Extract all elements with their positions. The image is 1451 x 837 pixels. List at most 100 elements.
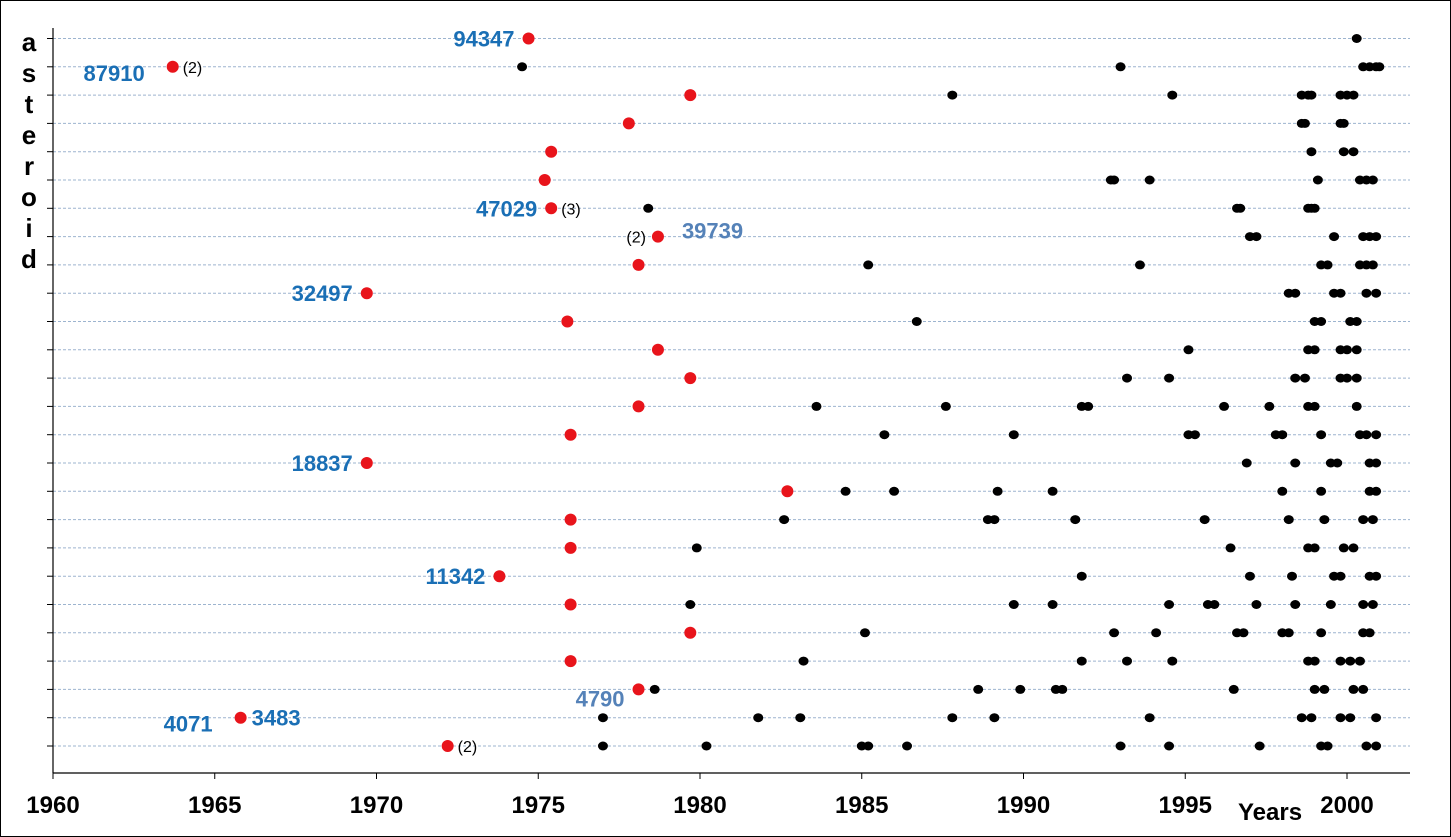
first-observation-point [622,117,635,130]
later-observation-point [1322,260,1333,270]
later-observation-point [1319,684,1330,694]
later-observation-point [1008,600,1019,609]
later-observation-point [1374,62,1385,72]
later-observation-point [1283,628,1294,638]
later-observation-point [795,713,806,723]
first-observation-point [781,485,794,498]
x-tick-label: 1970 [350,792,403,819]
later-observation-point [1047,600,1058,609]
first-observation-point [234,711,247,724]
later-observation-point [1251,600,1262,609]
later-observation-point [1342,345,1352,355]
later-observation-point [597,713,608,723]
later-observation-point [1241,458,1252,468]
later-observation-point [1277,486,1288,496]
y-axis-label-letter: o [21,182,37,212]
asteroid-id-label: 87910 [84,61,145,86]
later-observation-point [1047,486,1058,496]
later-observation-point [947,713,958,723]
later-observation-point [1264,401,1275,411]
later-observation-point [1306,713,1317,723]
later-observation-point [1015,684,1026,694]
later-observation-point [1189,430,1200,440]
later-observation-point [1364,628,1375,638]
later-observation-point [1251,232,1262,242]
later-observation-point [1348,90,1359,100]
later-observation-point [1254,741,1265,751]
later-observation-point [1358,515,1369,525]
asteroid-id-label: 11342 [425,564,485,589]
later-observation-point [649,684,660,694]
later-observation-point [1342,373,1352,383]
later-observation-point [1299,118,1310,128]
later-observation-point [1354,656,1365,666]
later-observation-point [1348,147,1359,157]
later-observation-point [1277,430,1288,440]
later-observation-point [1371,713,1382,723]
first-observation-point [564,598,577,611]
later-observation-point [798,656,809,666]
y-axis-label-letter: a [21,27,37,57]
later-observation-point [1144,713,1155,723]
later-observation-point [1367,260,1378,270]
y-axis-label-letter: r [23,151,35,181]
later-observation-point [1332,458,1343,468]
later-observation-point [902,741,913,751]
later-observation-point [1371,430,1382,440]
later-observation-point [779,515,790,525]
x-tick-label: 1965 [188,792,241,819]
later-observation-point [1167,656,1178,666]
x-tick-label: 1985 [835,792,888,819]
later-observation-point [1167,90,1178,100]
later-observations [517,34,1385,751]
later-observation-point [1325,600,1336,609]
later-observation-point [1083,401,1094,411]
later-observation-point [685,600,696,609]
later-observation-point [1134,260,1145,270]
later-observation-point [1209,600,1220,609]
later-observation-point [1335,656,1346,666]
later-observation-point [1115,62,1126,72]
later-observation-point [1312,175,1323,185]
later-observation-point [1299,373,1310,383]
first-observation-point [632,400,645,413]
later-observation-point [643,203,654,213]
later-observation-point [1164,600,1175,609]
asteroid-id-label: 4790 [576,686,625,711]
later-observation-point [753,713,764,723]
later-observation-point [973,684,984,694]
later-observation-point [840,486,851,496]
later-observation-point [1076,571,1087,581]
first-observation-point [564,541,577,554]
first-observation-point [684,372,697,385]
later-observation-point [1335,571,1346,581]
first-observation-point [561,315,574,328]
later-observation-point [1358,684,1369,694]
later-observation-point [1351,373,1362,383]
later-observation-point [1345,713,1356,723]
later-observation-point [1319,515,1330,525]
later-observation-point [1109,175,1120,185]
later-observation-point [1371,571,1382,581]
later-observation-point [1335,288,1346,298]
first-observation-point [360,287,373,300]
first-observation-point [632,683,645,696]
first-observation-point [545,202,558,215]
later-observation-point [1335,713,1346,723]
later-observation-point [1238,628,1249,638]
later-observation-point [1316,486,1327,496]
later-observation-point [1348,684,1359,694]
first-observation-point [522,32,535,45]
later-observation-point [1057,684,1068,694]
later-observation-point [1070,515,1081,525]
later-observation-point [1290,373,1301,383]
later-observation-point [1338,147,1349,157]
asteroid-id-label: 39739 [682,219,743,244]
later-observation-point [1122,656,1133,666]
later-observation-point [1244,571,1255,581]
later-observation-point [1076,656,1087,666]
later-observation-point [1371,458,1382,468]
later-observation-point [863,741,874,751]
later-observation-point [940,401,951,411]
